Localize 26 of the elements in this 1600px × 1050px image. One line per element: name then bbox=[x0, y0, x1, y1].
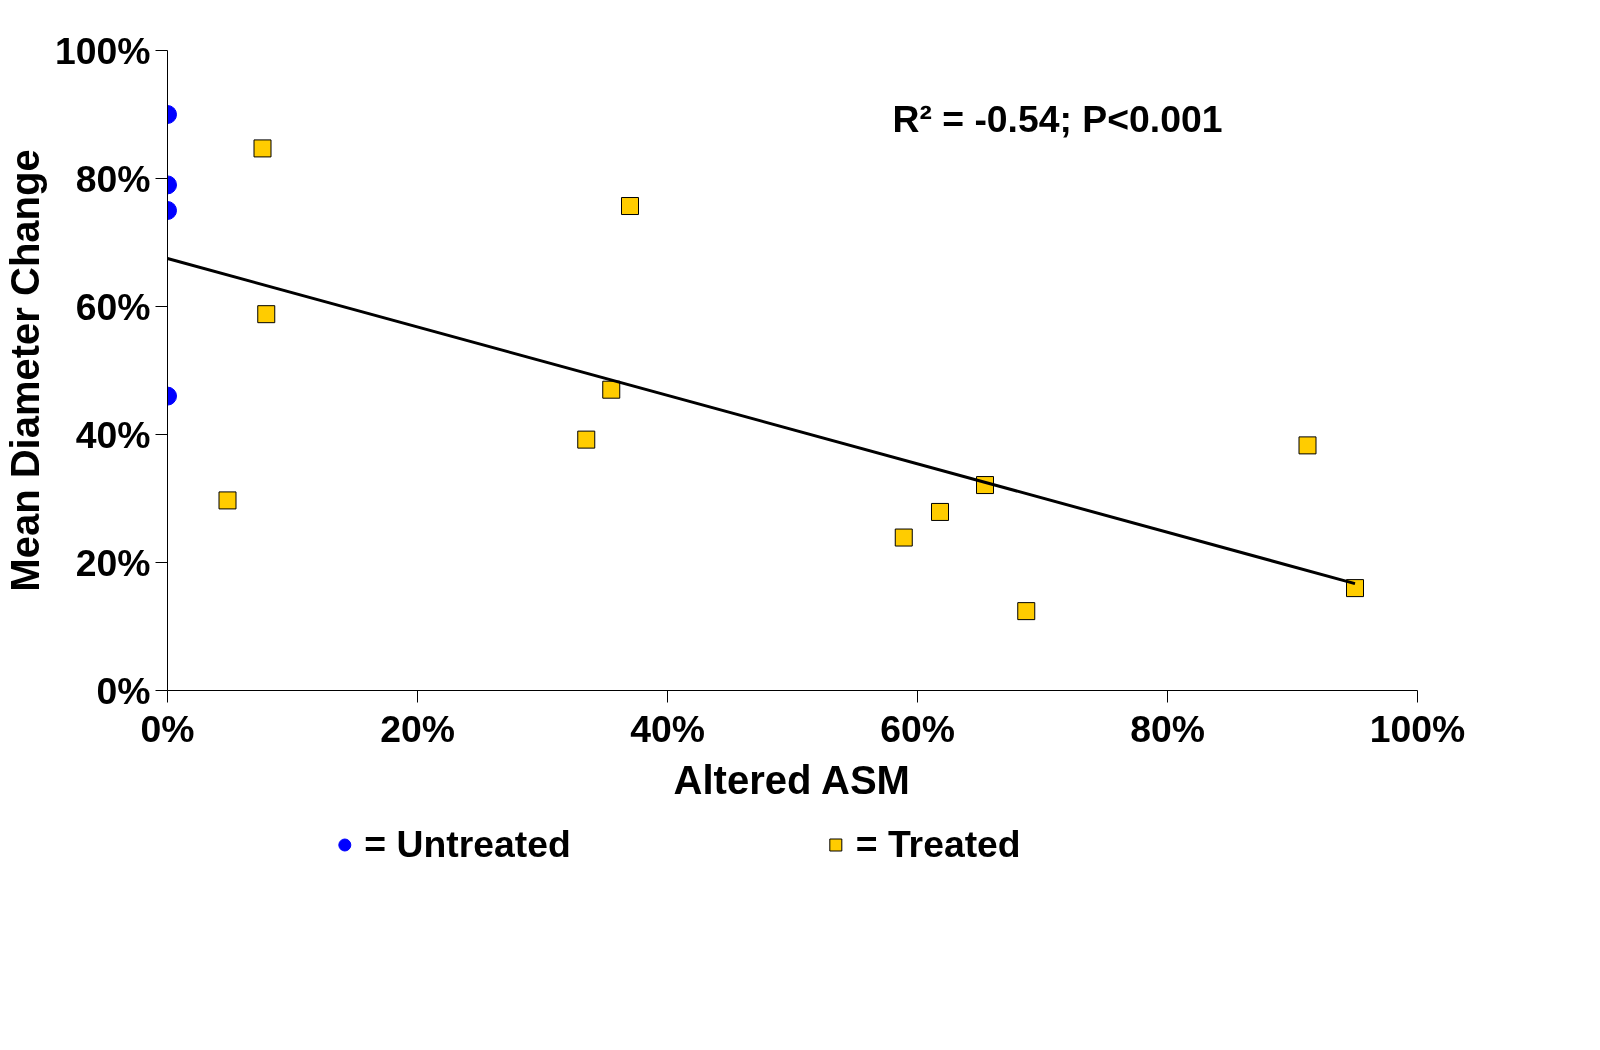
y-tick-label: 80% bbox=[75, 157, 151, 200]
legend-label: = Untreated bbox=[364, 822, 571, 866]
y-tick-label: 100% bbox=[55, 29, 151, 72]
point bbox=[1017, 602, 1036, 621]
y-axis-title: Mean Diameter Change bbox=[3, 149, 48, 592]
x-tick-label: 80% bbox=[1130, 707, 1205, 750]
point bbox=[1298, 436, 1317, 455]
y-tick-label: 20% bbox=[75, 541, 151, 584]
point bbox=[894, 528, 913, 547]
point bbox=[218, 491, 237, 510]
legend-label: = Treated bbox=[855, 822, 1021, 866]
point bbox=[577, 430, 596, 449]
point bbox=[253, 139, 272, 158]
y-tick-label: 60% bbox=[75, 285, 151, 328]
annotation: R² = -0.54; P<0.001 bbox=[892, 98, 1223, 141]
x-tick-label: 20% bbox=[380, 707, 455, 750]
point bbox=[931, 502, 949, 521]
point bbox=[1346, 579, 1364, 598]
y-tick-label: 40% bbox=[75, 413, 151, 456]
point bbox=[257, 305, 276, 324]
x-tick-label: 100% bbox=[1369, 707, 1466, 750]
x-axis-title: Altered ASM bbox=[673, 757, 910, 802]
point bbox=[621, 197, 639, 216]
x-tick-label: 60% bbox=[880, 707, 955, 750]
point bbox=[602, 380, 621, 399]
x-tick-label: 40% bbox=[630, 707, 705, 750]
